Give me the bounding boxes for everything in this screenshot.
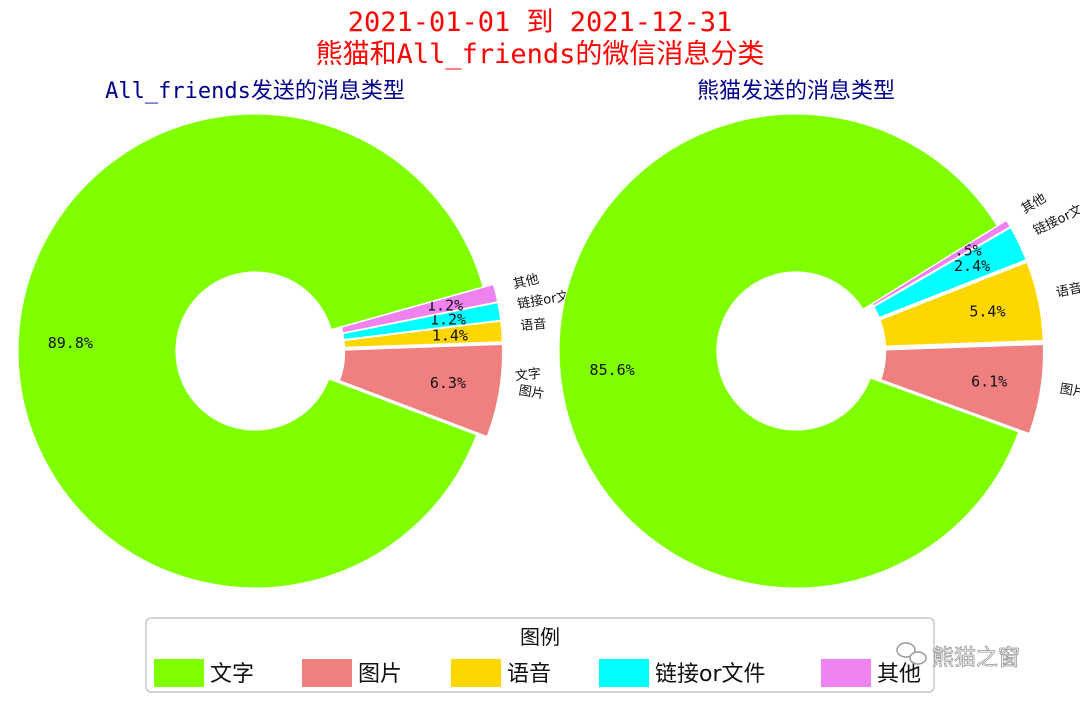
watermark: 熊猫之窗 bbox=[896, 642, 1020, 671]
pie-category-label-voice: 语音 bbox=[520, 316, 547, 334]
pie-value-label-image: 6.3% bbox=[430, 374, 466, 392]
legend-swatch-voice bbox=[451, 659, 501, 687]
watermark-text: 熊猫之窗 bbox=[932, 646, 1020, 671]
pie-slice-voice bbox=[879, 261, 1044, 347]
pie-category-label-image: 图片 bbox=[517, 383, 545, 402]
legend-label-image: 图片 bbox=[358, 662, 402, 687]
legend-label-other: 其他 bbox=[877, 662, 921, 687]
pie-value-label-voice: 1.4% bbox=[432, 327, 468, 345]
legend: 图例 文字 图片 语音 链接or文件 其他 bbox=[145, 617, 935, 693]
pie-slice-image bbox=[880, 343, 1045, 435]
pie-category-label-image: 图片 bbox=[1059, 382, 1080, 401]
pie-slice-link-file bbox=[342, 301, 502, 341]
pie-chart-all-friends: All_friends发送的消息类型6.3%图片1.4%语音1.2%链接or文件… bbox=[17, 79, 583, 589]
chart-title-date-range: 2021-01-01 到 2021-12-31 bbox=[348, 7, 733, 38]
pie-slice-voice bbox=[343, 320, 504, 349]
pie-value-label-text: 89.8% bbox=[48, 334, 93, 352]
legend-title: 图例 bbox=[520, 625, 560, 649]
legend-swatch-link-file bbox=[599, 659, 649, 687]
pie-slice-image bbox=[338, 343, 504, 438]
pie-subtitle: All_friends发送的消息类型 bbox=[105, 79, 405, 104]
pie-value-label-text: 85.6% bbox=[590, 361, 635, 379]
pie-value-label-link-file: 2.4% bbox=[954, 257, 990, 275]
pie-category-label-other: 其他 bbox=[1019, 191, 1049, 217]
legend-swatch-image bbox=[302, 659, 352, 687]
pie-chart-panda: 熊猫发送的消息类型6.1%图片5.4%语音2.4%链接or文件0.5%其他85.… bbox=[514, 79, 1080, 589]
pie-category-label-other: 其他 bbox=[512, 272, 541, 293]
pie-category-label-text: 文字 bbox=[514, 367, 541, 385]
legend-label-text: 文字 bbox=[210, 662, 254, 687]
pie-value-label-voice: 5.4% bbox=[969, 302, 1005, 320]
pie-slice-text bbox=[558, 113, 1020, 589]
legend-label-voice: 语音 bbox=[507, 662, 551, 687]
legend-swatch-other bbox=[821, 659, 871, 687]
pie-value-label-image: 6.1% bbox=[971, 373, 1007, 391]
wechat-icon bbox=[896, 642, 927, 665]
pie-slice-link-file bbox=[873, 226, 1027, 319]
pie-category-label-voice: 语音 bbox=[1055, 280, 1080, 301]
legend-label-link-file: 链接or文件 bbox=[655, 662, 766, 687]
chart-title-main: 熊猫和All_friends的微信消息分类 bbox=[316, 39, 765, 70]
pie-subtitle: 熊猫发送的消息类型 bbox=[697, 79, 895, 104]
pie-slice-text bbox=[17, 113, 484, 589]
pie-value-label-other: 1.2% bbox=[427, 296, 463, 314]
legend-swatch-text bbox=[154, 659, 204, 687]
pie-value-label-link-file: 1.2% bbox=[430, 311, 466, 329]
